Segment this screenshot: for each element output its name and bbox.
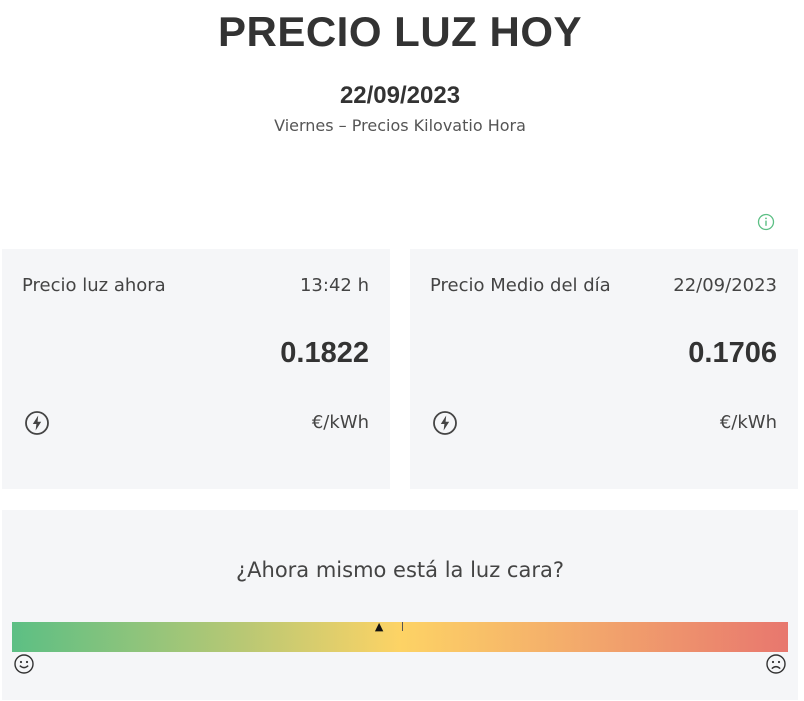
current-price-pointer: ▲	[374, 620, 384, 633]
current-price-label: Precio luz ahora	[22, 275, 166, 296]
current-price-card: Precio luz ahora 13:42 h 0.1822 €/kWh	[2, 249, 390, 489]
info-icon[interactable]	[757, 213, 775, 231]
average-price-label: Precio Medio del día	[430, 275, 611, 296]
average-price-unit: €/kWh	[719, 412, 777, 433]
average-price-card: Precio Medio del día 22/09/2023 0.1706 €…	[410, 249, 798, 489]
average-price-value: 0.1706	[688, 337, 777, 369]
happy-face-icon	[14, 654, 34, 674]
bolt-icon	[433, 411, 457, 435]
gauge-question: ¿Ahora mismo está la luz cara?	[236, 558, 564, 582]
average-price-date: 22/09/2023	[673, 275, 777, 296]
current-price-unit: €/kWh	[311, 412, 369, 433]
price-gauge-panel: ¿Ahora mismo está la luz cara? ▲	[2, 510, 798, 700]
subtitle: Viernes – Precios Kilovatio Hora	[274, 116, 526, 135]
price-gauge-bar	[12, 622, 788, 652]
bolt-icon	[25, 411, 49, 435]
current-price-value: 0.1822	[280, 337, 369, 369]
date-heading: 22/09/2023	[339, 82, 461, 109]
page-title: PRECIO LUZ HOY	[217, 8, 583, 55]
average-price-marker	[401, 622, 403, 631]
current-time: 13:42 h	[299, 275, 369, 296]
sad-face-icon	[766, 654, 786, 674]
